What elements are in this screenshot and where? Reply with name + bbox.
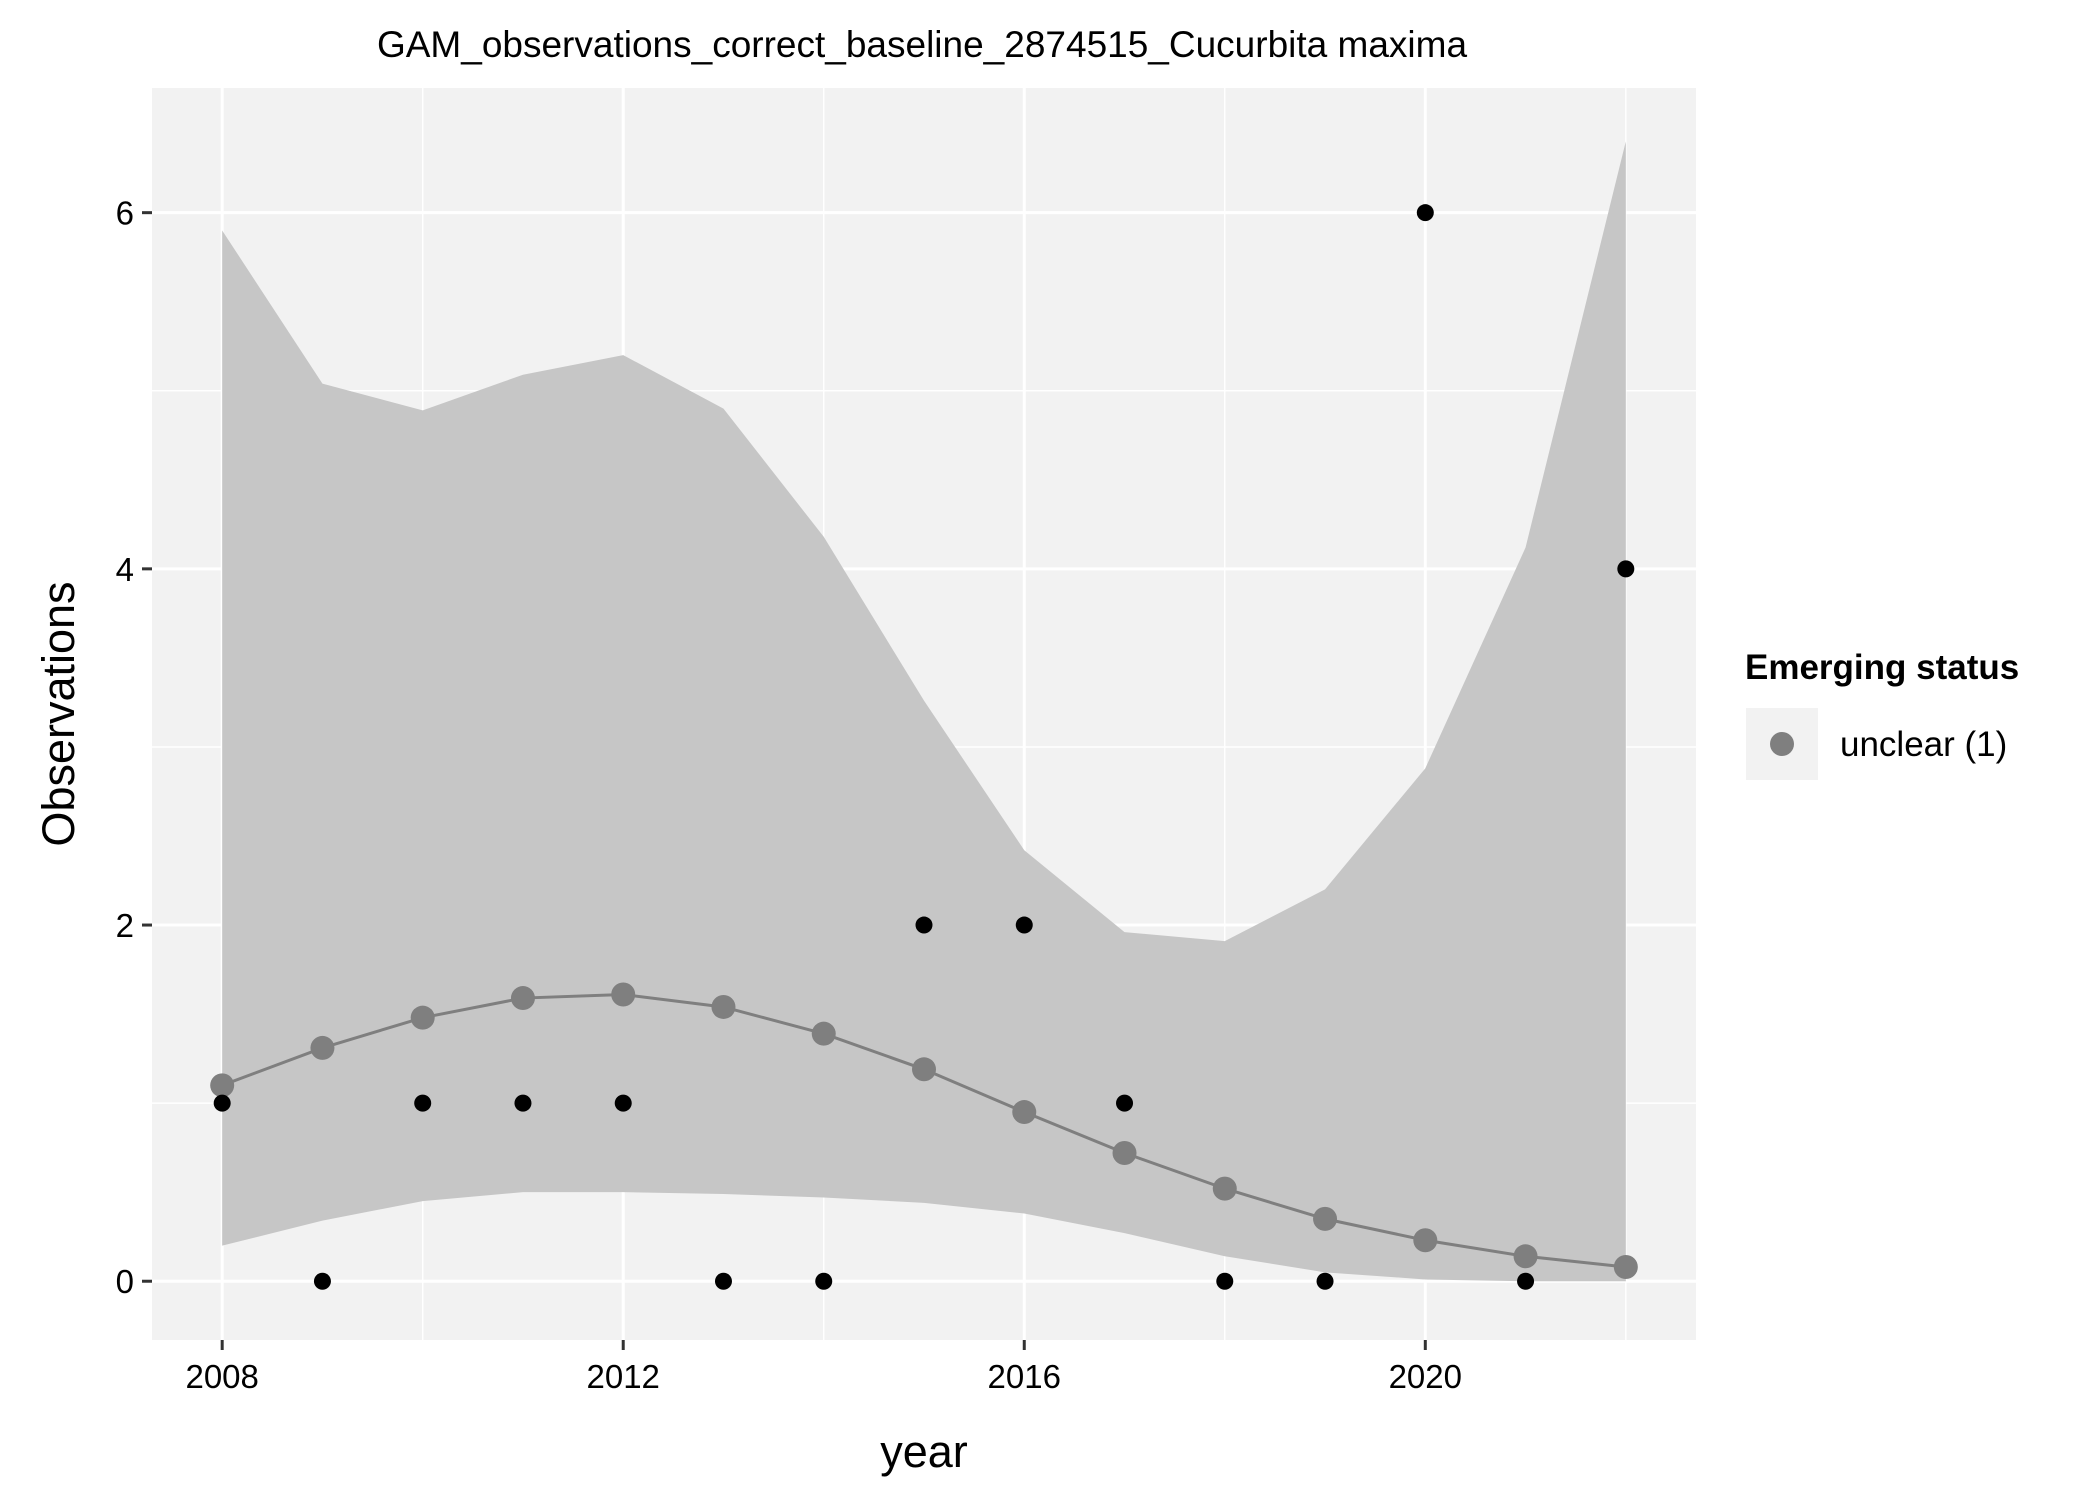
chart-title: GAM_observations_correct_baseline_287451…: [377, 24, 1467, 65]
x-axis: 2008 2012 2016 2020: [185, 1340, 1462, 1395]
fit-point: [310, 1035, 335, 1060]
plot-panel: [152, 88, 1696, 1340]
legend: Emerging status unclear (1): [1745, 648, 2019, 780]
fit-point: [1513, 1244, 1538, 1269]
observation-point: [1416, 204, 1434, 222]
fit-point: [611, 982, 636, 1007]
observation-point: [614, 1094, 632, 1112]
observation-point: [1216, 1272, 1234, 1290]
observation-point: [514, 1094, 532, 1112]
fit-point: [1012, 1100, 1037, 1125]
fit-point: [1112, 1141, 1137, 1166]
observation-point: [1015, 916, 1033, 934]
observation-point: [714, 1272, 732, 1290]
observation-points: [213, 204, 1635, 1290]
legend-key-marker: [1770, 732, 1794, 756]
y-axis-tick-label: 4: [116, 551, 134, 588]
x-axis-tick-label: 2020: [1389, 1358, 1462, 1395]
fit-points: [210, 982, 1638, 1279]
observation-point: [915, 916, 933, 934]
x-axis-tick-label: 2012: [587, 1358, 660, 1395]
x-axis-tick-label: 2016: [988, 1358, 1061, 1395]
x-axis-title: year: [880, 1426, 968, 1477]
y-axis: 0 2 4 6: [116, 195, 152, 1300]
fit-point: [1613, 1254, 1638, 1279]
y-axis-title: Observations: [33, 581, 84, 846]
observation-point: [1517, 1272, 1535, 1290]
fit-point: [210, 1073, 235, 1098]
fit-point: [811, 1021, 836, 1046]
fit-point: [510, 986, 535, 1011]
fit-point: [410, 1005, 435, 1030]
y-axis-tick-label: 6: [116, 195, 134, 232]
x-axis-tick-label: 2008: [185, 1358, 258, 1395]
observation-point: [815, 1272, 833, 1290]
y-axis-tick-label: 2: [116, 907, 134, 944]
fit-point: [711, 994, 736, 1019]
fit-point: [912, 1057, 936, 1082]
observation-point: [414, 1094, 432, 1112]
y-axis-tick-label: 0: [116, 1263, 134, 1300]
fit-point: [1212, 1176, 1237, 1201]
observation-point: [1316, 1272, 1334, 1290]
observation-point: [1617, 560, 1635, 578]
observation-point: [313, 1272, 331, 1290]
fit-point: [1413, 1228, 1438, 1253]
observation-point: [1116, 1094, 1134, 1112]
legend-entry-label: unclear (1): [1840, 725, 2007, 764]
fit-point: [1313, 1206, 1338, 1231]
observation-point: [213, 1094, 231, 1112]
legend-title: Emerging status: [1745, 648, 2019, 687]
